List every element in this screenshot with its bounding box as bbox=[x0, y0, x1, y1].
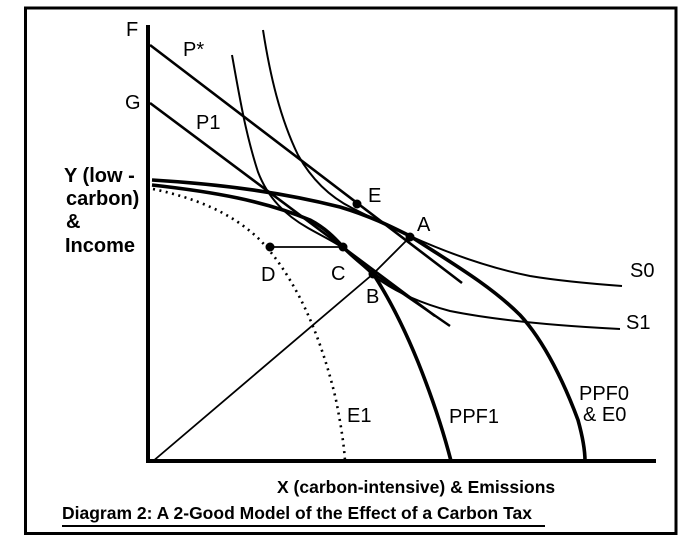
price-line-p1 bbox=[149, 101, 436, 318]
point-a-dot bbox=[405, 232, 415, 242]
figure-title: Diagram 2: A 2-Good Model of the Effect … bbox=[62, 503, 532, 523]
price-line-p-star bbox=[149, 43, 463, 285]
point-c-dot bbox=[338, 242, 348, 252]
label-ppf1: PPF1 bbox=[449, 406, 499, 428]
y-axis-label-line2: carbon) bbox=[66, 188, 139, 210]
point-d-dot bbox=[265, 242, 275, 252]
tangent-segment-at-b bbox=[372, 272, 451, 327]
figure-frame bbox=[24, 6, 678, 535]
x-axis-label: X (carbon-intensive) & Emissions bbox=[277, 477, 555, 497]
y-axis-label: Y (low - carbon) & Income bbox=[64, 165, 139, 257]
label-a: A bbox=[417, 214, 431, 236]
y-axis-label-line1: Y (low - bbox=[64, 165, 135, 187]
label-ppf0: PPF0 bbox=[579, 383, 629, 405]
label-s0: S0 bbox=[630, 260, 654, 282]
point-b-dot bbox=[368, 269, 378, 279]
label-ppf0-e0: & E0 bbox=[583, 404, 626, 426]
label-d: D bbox=[261, 264, 275, 286]
label-s1: S1 bbox=[626, 312, 650, 334]
label-g: G bbox=[125, 92, 141, 114]
curve-s1 bbox=[231, 54, 621, 330]
label-e: E bbox=[368, 185, 381, 207]
y-axis-label-line3: & bbox=[66, 211, 80, 233]
y-axis-label-line4: Income bbox=[65, 235, 135, 257]
curve-s0 bbox=[262, 29, 623, 287]
label-f: F bbox=[126, 19, 138, 41]
label-b: B bbox=[366, 286, 379, 308]
point-e-dot bbox=[352, 199, 362, 209]
label-e1: E1 bbox=[347, 405, 371, 427]
label-p1: P1 bbox=[196, 112, 220, 134]
label-c: C bbox=[331, 263, 345, 285]
label-p-star: P* bbox=[183, 39, 204, 61]
curve-ppf0-e0 bbox=[151, 178, 587, 462]
